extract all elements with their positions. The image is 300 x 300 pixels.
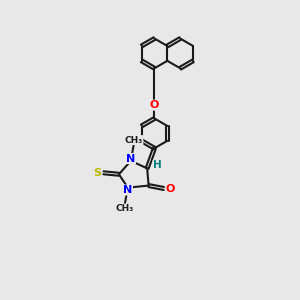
Text: O: O <box>150 100 159 110</box>
Text: S: S <box>94 168 101 178</box>
Text: H: H <box>153 160 162 170</box>
Text: N: N <box>126 154 135 164</box>
Text: CH₃: CH₃ <box>116 204 134 213</box>
Text: N: N <box>123 185 132 195</box>
Text: CH₃: CH₃ <box>124 136 143 145</box>
Text: O: O <box>165 184 175 194</box>
